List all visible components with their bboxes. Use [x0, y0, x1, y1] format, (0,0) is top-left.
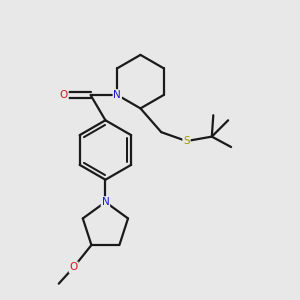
- Text: S: S: [183, 136, 190, 146]
- Text: N: N: [101, 197, 109, 207]
- Text: O: O: [70, 262, 78, 272]
- Text: O: O: [60, 90, 68, 100]
- Text: N: N: [113, 90, 121, 100]
